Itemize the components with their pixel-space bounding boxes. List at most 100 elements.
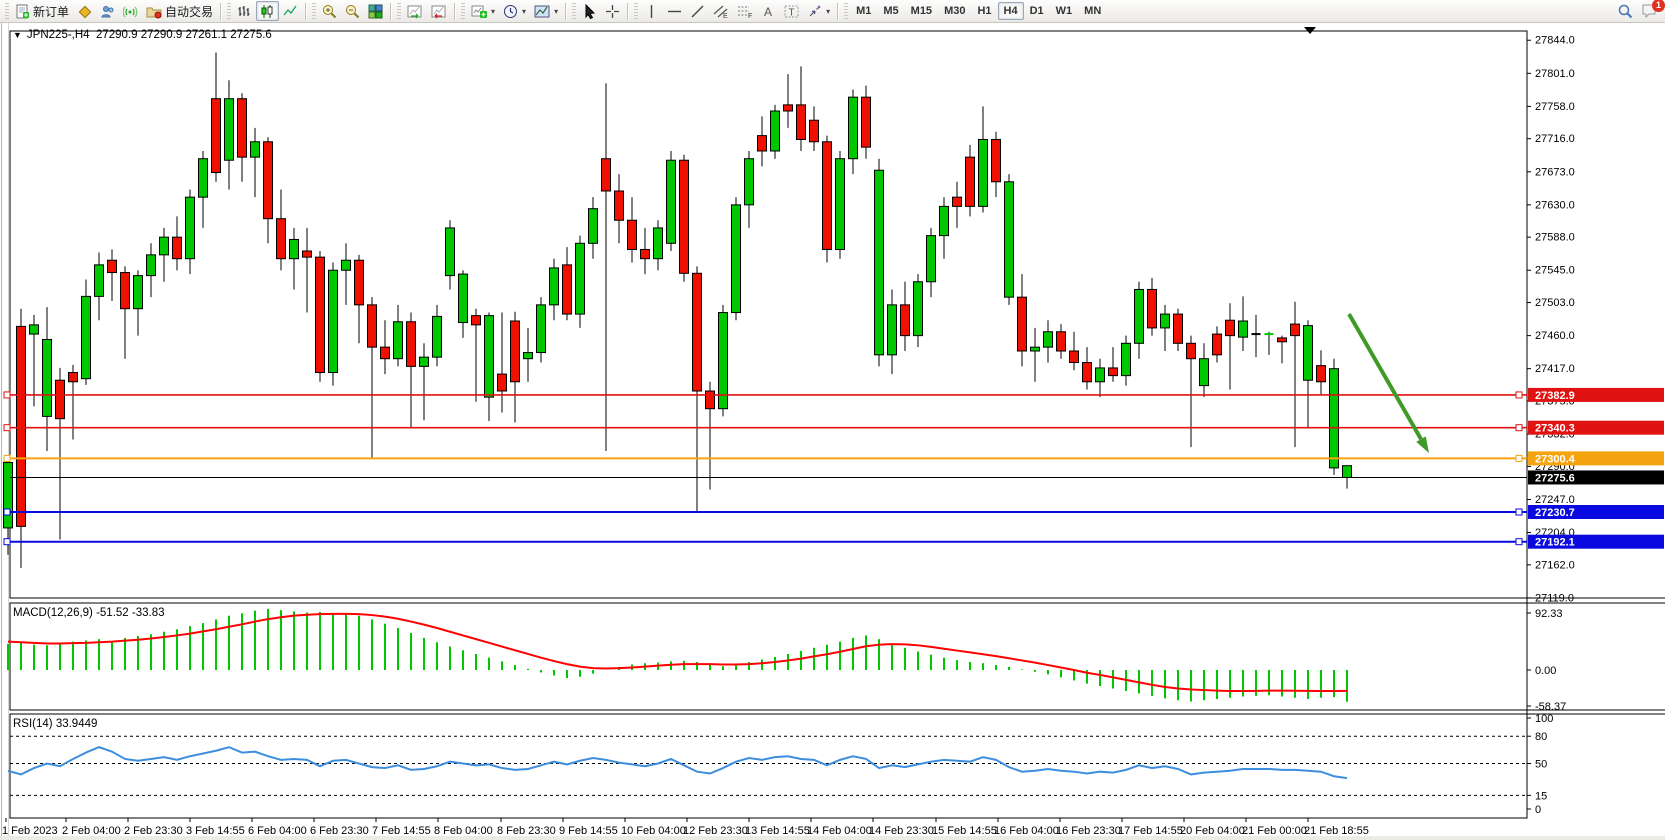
new-chart-dropdown[interactable]: ▾ (467, 1, 499, 21)
line-handle[interactable] (1515, 538, 1523, 546)
svg-text:27162.0: 27162.0 (1535, 559, 1575, 571)
line-handle[interactable] (3, 508, 11, 516)
toolbar-group-handle[interactable] (5, 3, 9, 19)
toolbar-group-handle[interactable] (844, 3, 849, 19)
line-handle[interactable] (1515, 454, 1523, 462)
time-axis-label: 2 Feb 23:30 (124, 825, 183, 837)
svg-text:27630.0: 27630.0 (1535, 199, 1575, 211)
zoom-in-button[interactable] (318, 1, 341, 21)
timeframe-button-m1[interactable]: M1 (856, 5, 872, 17)
toolbar-group-handle[interactable] (634, 3, 639, 19)
dropdown-arrow-icon[interactable]: ▾ (522, 6, 527, 16)
horizontal-line[interactable]: 27382.9 (3, 387, 1664, 402)
line-chart-button[interactable] (279, 1, 302, 21)
template-dropdown[interactable]: ▾ (530, 1, 562, 21)
time-axis-label: 8 Feb 04:00 (434, 825, 493, 837)
textT-icon: T (784, 4, 799, 19)
toolbar-group-handle[interactable] (312, 3, 317, 19)
line-handle[interactable] (3, 391, 11, 399)
chart-dropdown-icon[interactable]: ▼ (13, 30, 22, 40)
search-button[interactable] (1613, 1, 1637, 21)
dropdown-arrow-icon[interactable]: ▾ (554, 6, 559, 16)
tile-windows-button[interactable] (364, 1, 387, 21)
chat-button[interactable]: 1 (1637, 0, 1665, 21)
candle (81, 279, 91, 385)
price-level-badge (1528, 534, 1664, 549)
horizontal-line[interactable]: 27300.4 (3, 451, 1664, 466)
period-dropdown[interactable]: ▾ (499, 1, 530, 21)
indicator-subwindow-button-2[interactable] (427, 1, 451, 21)
timeframe-button-h1[interactable]: H1 (977, 5, 992, 17)
horizontal-line[interactable]: 27192.1 (3, 534, 1664, 549)
candle (250, 127, 260, 198)
candle (601, 83, 611, 451)
dropdown-arrow-icon[interactable]: ▾ (491, 6, 496, 16)
bid-price-line[interactable]: 27275.6 (10, 470, 1664, 485)
horizontal-line-button[interactable] (663, 1, 686, 21)
candle (900, 281, 910, 351)
candle (1095, 358, 1105, 398)
macd-pane: 92.33 0.00 -58.37 (7, 608, 1566, 713)
candle (640, 227, 650, 275)
candle (1069, 331, 1079, 371)
zoom-out-button[interactable] (341, 1, 364, 21)
candle (289, 227, 299, 290)
fibonacci-button[interactable]: F (733, 1, 757, 21)
svg-text:F: F (748, 13, 752, 19)
data-window-button[interactable] (96, 1, 119, 21)
chart-shift-marker[interactable] (1304, 27, 1316, 34)
toolbar-group-handle[interactable] (572, 3, 577, 19)
line-handle[interactable] (3, 454, 11, 462)
bar-chart-button[interactable] (233, 1, 256, 21)
time-axis[interactable]: 1 Feb 2023 2 Feb 04:00 2 Feb 23:30 3 Feb 14… (2, 818, 1369, 837)
candlestick-chart-button[interactable] (256, 1, 280, 21)
crosshair-button[interactable] (601, 1, 624, 21)
signals-button[interactable] (119, 1, 142, 21)
toolbar-separator (220, 2, 223, 20)
timeframe-button-m5[interactable]: M5 (883, 5, 899, 17)
candle (1199, 343, 1209, 398)
trendline-button[interactable] (686, 1, 709, 21)
text-label-button[interactable]: T (780, 1, 803, 21)
horizontal-levels-layer[interactable]: 27382.9 27340.3 27300.4 27275.6 27230.7 27192… (3, 387, 1664, 549)
chart-canvas[interactable]: 27844.0 27801.0 27758.0 27716.0 27673.0 27630… (0, 23, 1665, 840)
autotrading-button[interactable]: 自动交易 (142, 1, 217, 21)
diamond-icon (77, 4, 92, 19)
candle (1290, 301, 1300, 448)
line-handle[interactable] (1515, 508, 1523, 516)
timeframe-button-m30[interactable]: M30 (944, 5, 966, 17)
timeframe-button-w1[interactable]: W1 (1055, 5, 1073, 17)
indicator-subwindow-button-1[interactable] (403, 1, 427, 21)
candle (1160, 304, 1170, 351)
line-handle[interactable] (1515, 424, 1523, 432)
line-handle[interactable] (3, 538, 11, 546)
line-handle[interactable] (3, 424, 11, 432)
candle (770, 104, 780, 159)
toolbar-group-handle[interactable] (227, 3, 232, 19)
arrows-dropdown[interactable]: ▾ (803, 1, 834, 21)
timeframe-button-m15[interactable]: M15 (910, 5, 933, 17)
timeframe-button-d1[interactable]: D1 (1029, 5, 1044, 17)
candle (549, 258, 559, 321)
candle (55, 367, 65, 540)
dropdown-arrow-icon[interactable]: ▾ (826, 6, 831, 16)
time-axis-label: 17 Feb 14:55 (1118, 825, 1183, 837)
candle (1056, 324, 1066, 359)
new-order-button[interactable]: 新订单 (11, 1, 73, 21)
timeframe-button-h4[interactable]: H4 (997, 2, 1024, 20)
horizontal-line[interactable]: 27340.3 (3, 420, 1664, 435)
toolbar-group-handle[interactable] (397, 3, 402, 19)
line-handle[interactable] (1515, 391, 1523, 399)
market-watch-button[interactable] (73, 1, 96, 21)
candle (172, 216, 182, 271)
down-arrow-annotation[interactable] (1347, 313, 1429, 453)
text-button[interactable]: A (757, 1, 780, 21)
timeframe-button-mn[interactable]: MN (1084, 5, 1102, 17)
horizontal-line[interactable]: 27230.7 (3, 505, 1664, 519)
candle (809, 106, 819, 151)
cursor-button[interactable] (578, 1, 601, 21)
channel-button[interactable]: E (709, 1, 733, 21)
toolbar-group-handle[interactable] (461, 3, 466, 19)
svg-text:27119.0: 27119.0 (1535, 592, 1574, 604)
vertical-line-button[interactable] (640, 1, 663, 21)
